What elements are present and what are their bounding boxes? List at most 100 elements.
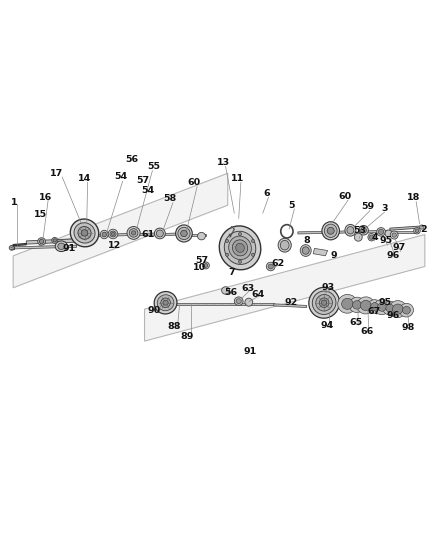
Ellipse shape [111, 232, 115, 236]
Text: 91: 91 [244, 348, 257, 356]
Text: 10: 10 [193, 263, 206, 272]
Text: 89: 89 [181, 333, 194, 341]
Ellipse shape [226, 239, 229, 243]
Ellipse shape [316, 294, 332, 311]
Ellipse shape [327, 228, 334, 235]
Ellipse shape [413, 228, 420, 234]
Text: 15: 15 [34, 210, 47, 219]
Text: 8: 8 [303, 237, 310, 245]
Ellipse shape [354, 233, 362, 241]
Ellipse shape [322, 222, 339, 240]
Ellipse shape [102, 232, 106, 237]
Polygon shape [175, 303, 274, 305]
Text: 17: 17 [50, 169, 64, 177]
Ellipse shape [390, 231, 398, 239]
Text: 67: 67 [368, 308, 381, 316]
Ellipse shape [100, 230, 108, 239]
Polygon shape [368, 230, 390, 233]
Ellipse shape [180, 230, 187, 237]
Text: 9: 9 [330, 252, 337, 260]
Ellipse shape [176, 225, 192, 242]
Ellipse shape [157, 295, 174, 311]
Text: 61: 61 [141, 230, 154, 239]
Ellipse shape [371, 303, 378, 310]
Ellipse shape [280, 240, 289, 250]
Ellipse shape [300, 245, 311, 256]
Text: 62: 62 [272, 260, 285, 268]
Ellipse shape [71, 219, 99, 247]
Ellipse shape [309, 287, 339, 318]
Polygon shape [395, 231, 415, 233]
Ellipse shape [198, 232, 205, 240]
Ellipse shape [342, 298, 353, 309]
Ellipse shape [154, 292, 177, 314]
Polygon shape [57, 239, 77, 243]
Text: 91: 91 [63, 245, 76, 253]
Ellipse shape [127, 227, 140, 239]
Ellipse shape [233, 240, 247, 256]
Ellipse shape [58, 243, 65, 249]
Ellipse shape [415, 229, 419, 233]
Polygon shape [390, 226, 420, 230]
Text: 53: 53 [353, 227, 367, 235]
Text: 94: 94 [321, 321, 334, 329]
Ellipse shape [266, 262, 275, 271]
Ellipse shape [38, 238, 46, 245]
Ellipse shape [345, 224, 356, 236]
Polygon shape [14, 245, 77, 249]
Text: 66: 66 [360, 327, 374, 336]
Text: 64: 64 [251, 290, 264, 298]
Text: 18: 18 [407, 193, 420, 201]
Ellipse shape [234, 297, 243, 305]
Polygon shape [145, 235, 425, 341]
Ellipse shape [374, 300, 390, 314]
Text: 11: 11 [231, 174, 244, 183]
Ellipse shape [239, 232, 242, 236]
Text: 95: 95 [378, 298, 391, 307]
Ellipse shape [39, 239, 44, 244]
Polygon shape [139, 233, 158, 236]
Polygon shape [13, 173, 228, 288]
Ellipse shape [359, 225, 368, 235]
Text: 2: 2 [420, 225, 427, 233]
Ellipse shape [349, 297, 365, 312]
Ellipse shape [9, 245, 14, 251]
Text: 55: 55 [147, 162, 160, 171]
Text: 56: 56 [125, 156, 138, 164]
Ellipse shape [131, 231, 136, 235]
Ellipse shape [81, 230, 88, 236]
Text: 7: 7 [229, 269, 236, 277]
Polygon shape [95, 233, 129, 237]
Ellipse shape [268, 264, 273, 269]
Ellipse shape [251, 253, 254, 256]
Ellipse shape [224, 231, 256, 264]
Text: 12: 12 [108, 241, 121, 249]
Text: 63: 63 [241, 285, 254, 293]
Text: 98: 98 [402, 324, 415, 332]
Polygon shape [191, 234, 206, 236]
Ellipse shape [222, 287, 230, 294]
Text: 93: 93 [321, 284, 334, 292]
Ellipse shape [399, 303, 413, 317]
Text: 95: 95 [380, 237, 393, 245]
Text: 3: 3 [381, 205, 388, 213]
Ellipse shape [368, 233, 375, 241]
Text: 57: 57 [136, 176, 149, 184]
Text: 58: 58 [163, 194, 177, 203]
Text: 5: 5 [288, 201, 294, 209]
Ellipse shape [378, 229, 384, 235]
Polygon shape [313, 248, 328, 256]
Ellipse shape [78, 227, 91, 239]
Polygon shape [333, 304, 412, 309]
Ellipse shape [319, 298, 329, 308]
Text: 96: 96 [387, 252, 400, 260]
Text: 60: 60 [187, 178, 201, 187]
Text: 57: 57 [195, 256, 208, 264]
Text: 59: 59 [361, 203, 374, 211]
Ellipse shape [156, 230, 163, 237]
Ellipse shape [154, 228, 166, 239]
Ellipse shape [52, 238, 58, 243]
Text: 90: 90 [148, 306, 161, 314]
Ellipse shape [236, 243, 244, 253]
Text: 6: 6 [263, 189, 270, 198]
